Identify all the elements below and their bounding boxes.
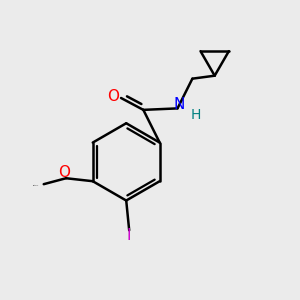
Text: O: O xyxy=(58,165,70,180)
Text: N: N xyxy=(173,97,185,112)
Text: methoxy: methoxy xyxy=(33,185,39,186)
Text: O: O xyxy=(108,89,120,104)
Text: I: I xyxy=(127,228,131,243)
Text: H: H xyxy=(191,108,201,122)
